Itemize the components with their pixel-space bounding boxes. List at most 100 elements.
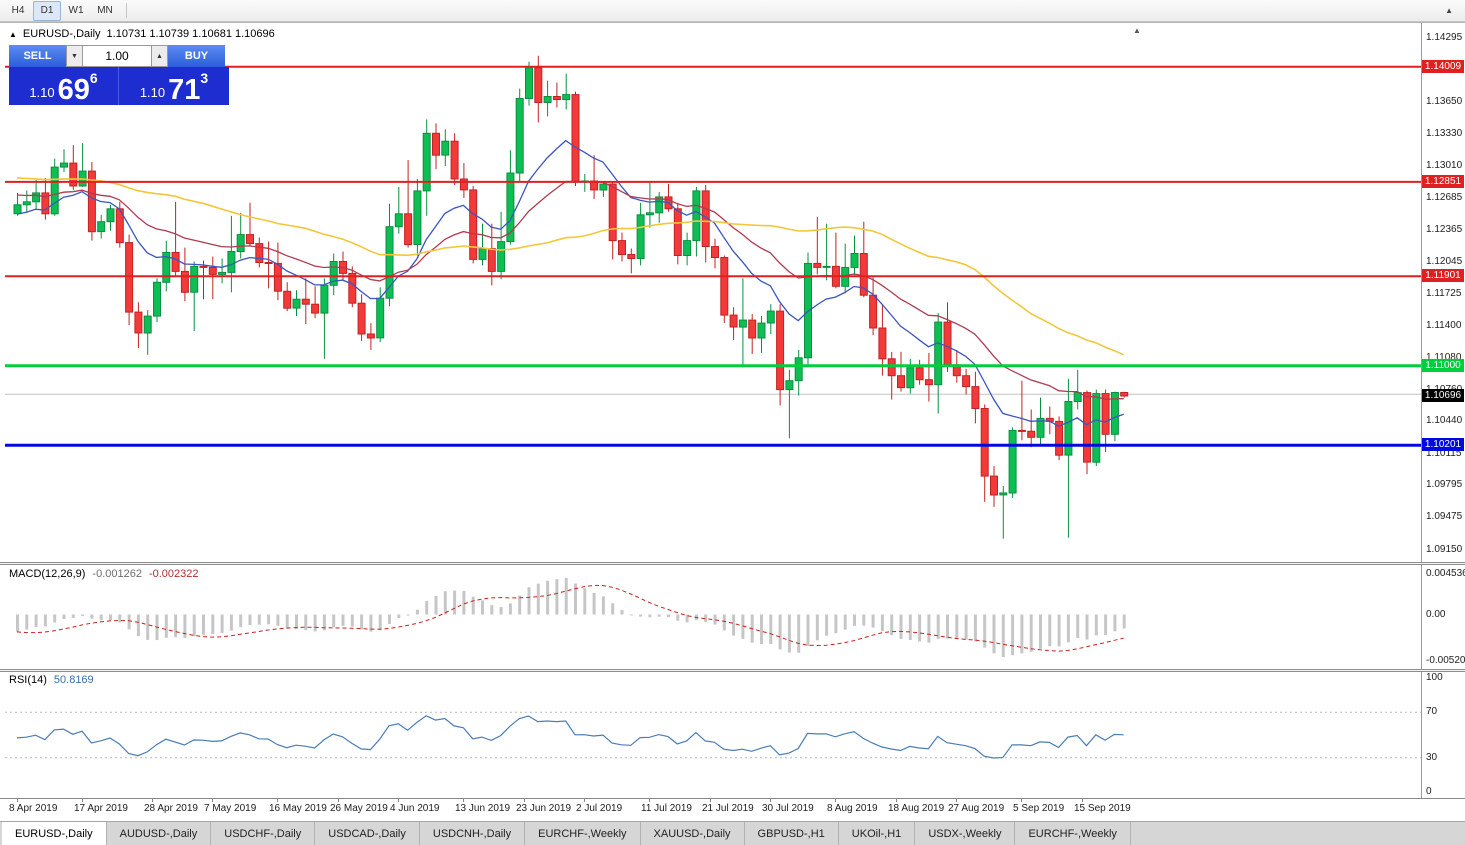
date-axis-tick: [584, 799, 585, 802]
date-axis-tick: [770, 799, 771, 802]
date-axis-tick: [398, 799, 399, 802]
date-axis-label: 18 Aug 2019: [888, 803, 945, 814]
toolbar-overflow-icon[interactable]: ▲: [1445, 6, 1453, 15]
date-axis-tick: [956, 799, 957, 802]
toolbar-separator: [126, 3, 127, 18]
volume-input[interactable]: [83, 45, 151, 67]
macd-signal-value: -0.002322: [148, 568, 199, 580]
price-level-label: 1.14009: [1422, 60, 1464, 73]
chart-tab-8[interactable]: UKOil-,H1: [838, 822, 916, 845]
date-axis-tick: [463, 799, 464, 802]
timeframe-button-MN[interactable]: MN: [97, 5, 113, 16]
date-axis-label: 27 Aug 2019: [948, 803, 1005, 814]
date-axis-tick: [82, 799, 83, 802]
macd-pane-splitter[interactable]: [0, 562, 1465, 565]
date-axis-tick: [17, 799, 18, 802]
timeframe-button-W1[interactable]: W1: [68, 5, 84, 16]
rsi-indicator-chart[interactable]: [5, 672, 1421, 798]
rsi-value: 50.8169: [53, 674, 94, 686]
price-scale-tick: 1.09475: [1426, 511, 1463, 522]
bid-figure: 1.10: [29, 85, 55, 100]
candlestick-chart[interactable]: [5, 26, 1421, 561]
date-axis-tick: [896, 799, 897, 802]
macd-scale-tick: 0.00: [1426, 609, 1446, 620]
date-axis-tick: [649, 799, 650, 802]
chart-tab-2[interactable]: USDCHF-,Daily: [211, 822, 316, 845]
candles-group: [13, 55, 1129, 539]
ask-price-display[interactable]: 1.10 71 3: [119, 67, 229, 105]
date-axis-tick: [152, 799, 153, 802]
date-axis-label: 26 May 2019: [330, 803, 388, 814]
date-axis-label: 17 Apr 2019: [74, 803, 128, 814]
bid-price-display[interactable]: 1.10 69 6: [9, 67, 119, 105]
date-axis-label: 4 Jun 2019: [390, 803, 440, 814]
rsi-scale-tick: 100: [1426, 672, 1443, 683]
date-axis-label: 21 Jul 2019: [702, 803, 754, 814]
sell-button[interactable]: SELL: [9, 45, 66, 67]
date-axis-label: 16 May 2019: [269, 803, 327, 814]
price-scale-tick: 1.09150: [1426, 544, 1463, 555]
price-level-label: 1.11000: [1422, 359, 1464, 372]
date-axis-label: 8 Apr 2019: [9, 803, 58, 814]
rsi-scale-tick: 30: [1426, 752, 1438, 763]
date-axis-tick: [1082, 799, 1083, 802]
macd-scale-tick: -0.005205: [1426, 655, 1465, 666]
price-scale-tick: 1.14295: [1426, 32, 1463, 43]
chart-tab-0[interactable]: EURUSD-,Daily: [2, 822, 107, 845]
date-axis-label: 7 May 2019: [204, 803, 257, 814]
ask-pip-digit: 3: [200, 70, 209, 86]
date-axis-label: 23 Jun 2019: [516, 803, 572, 814]
timeframe-button-H4[interactable]: H4: [11, 5, 25, 16]
volume-decrease-button[interactable]: ▼: [66, 45, 83, 67]
price-scale-tick: 1.12365: [1426, 224, 1463, 235]
chart-header: ▲ EURUSD-,Daily 1.10731 1.10739 1.10681 …: [9, 28, 275, 40]
one-click-collapse-icon[interactable]: ▲: [9, 29, 17, 39]
timeframe-buttons: H4 D1 W1 MN: [4, 0, 120, 21]
price-scale-tick: 1.13330: [1426, 128, 1463, 139]
price-scale-tick: 1.11080: [1426, 352, 1462, 363]
macd-name-label: MACD(12,26,9): [9, 568, 86, 580]
chart-shift-marker-icon[interactable]: ▲: [1133, 26, 1141, 35]
price-scale-tick: 1.12045: [1426, 256, 1463, 267]
rsi-name-label: RSI(14): [9, 674, 47, 686]
chart-tab-10[interactable]: EURCHF-,Weekly: [1015, 822, 1131, 845]
price-scale-tick: 1.10440: [1426, 415, 1463, 426]
date-axis-tick: [710, 799, 711, 802]
chart-tab-bar: EURUSD-,Daily AUDUSD-,Daily USDCHF-,Daily U…: [0, 821, 1465, 845]
chart-tab-7[interactable]: GBPUSD-,H1: [744, 822, 839, 845]
current-bid-price-label: 1.10696: [1422, 389, 1464, 402]
price-scale-tick: 1.11400: [1426, 320, 1462, 331]
chart-tab-5[interactable]: EURCHF-,Weekly: [525, 822, 641, 845]
chart-tab-4[interactable]: USDCNH-,Daily: [419, 822, 526, 845]
price-level-label: 1.12851: [1422, 175, 1464, 188]
trade-prices-row: 1.10 69 6 1.10 71 3: [9, 67, 229, 105]
price-scale-tick: 1.09795: [1426, 479, 1463, 490]
chart-ohlc-values: 1.10731 1.10739 1.10681 1.10696: [106, 28, 275, 40]
price-level-label: 1.10201: [1422, 438, 1464, 451]
chart-tab-9[interactable]: USDX-,Weekly: [915, 822, 1016, 845]
volume-increase-button[interactable]: ▲: [151, 45, 168, 67]
price-scale-tick: 1.13010: [1426, 160, 1463, 171]
date-axis-tick: [524, 799, 525, 802]
macd-main-value: -0.001262: [92, 568, 142, 580]
date-axis-label: 5 Sep 2019: [1013, 803, 1065, 814]
date-axis-label: 2 Jul 2019: [576, 803, 623, 814]
date-axis-tick: [212, 799, 213, 802]
chart-tab-3[interactable]: USDCAD-,Daily: [315, 822, 420, 845]
date-axis-label: 28 Apr 2019: [144, 803, 198, 814]
chart-title: EURUSD-,Daily: [22, 28, 101, 40]
rsi-scale-tick: 70: [1426, 706, 1438, 717]
trade-controls-row: SELL ▼ ▲ BUY: [9, 45, 229, 67]
timeframe-toolbar: H4 D1 W1 MN ▲: [0, 0, 1465, 22]
macd-scale-tick: 0.004536: [1426, 568, 1465, 579]
macd-indicator-chart[interactable]: [5, 566, 1421, 669]
bid-big-digits: 69: [57, 73, 90, 106]
chart-tab-6[interactable]: XAUUSD-,Daily: [640, 822, 745, 845]
timeframe-button-D1[interactable]: D1: [33, 0, 61, 21]
chart-tab-1[interactable]: AUDUSD-,Daily: [106, 822, 212, 845]
rsi-pane-splitter[interactable]: [0, 669, 1465, 672]
macd-label-row: MACD(12,26,9) -0.001262 -0.002322: [9, 568, 199, 580]
buy-button[interactable]: BUY: [168, 45, 225, 67]
price-scale-tick: 1.10115: [1426, 448, 1462, 459]
